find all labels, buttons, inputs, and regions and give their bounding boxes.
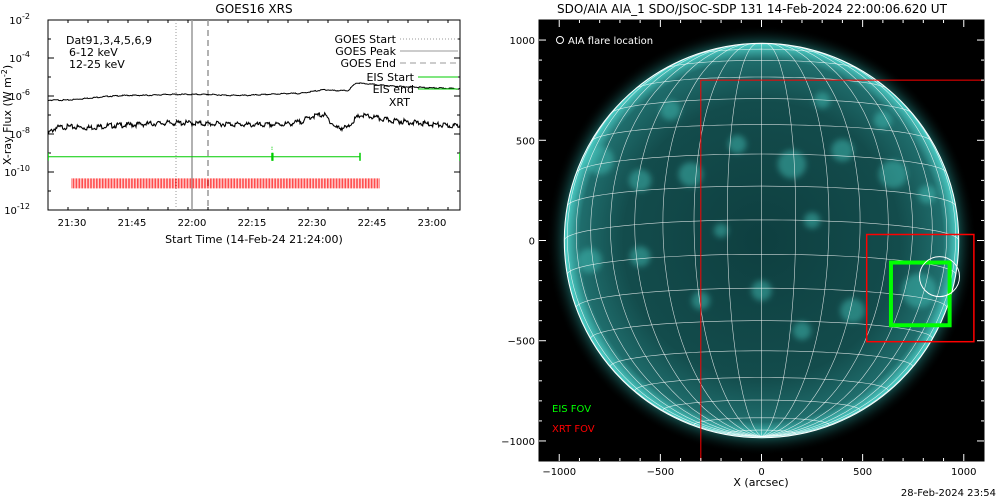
legend-eis-end: EIS end — [373, 83, 414, 96]
y-tick-label: 10-2 — [9, 12, 30, 27]
goes-x-axis: 21:30 21:45 22:00 22:15 22:30 22:45 23:00 — [47, 20, 449, 229]
legend-goes-peak: GOES Peak — [335, 45, 396, 58]
active-region — [629, 169, 652, 192]
heliographic-grid — [563, 42, 960, 439]
flare-legend-label: AIA flare location — [568, 36, 653, 47]
aia-panel: SDO/AIA AIA_1 SDO/JSOC-SDP 131 14-Feb-20… — [501, 2, 985, 489]
goes-event-lines — [175, 20, 209, 210]
grid-line — [761, 43, 861, 437]
series-line-6-12-kev — [48, 82, 460, 102]
y-tick-label: 10-8 — [9, 126, 30, 141]
solar-limb — [563, 42, 960, 439]
xrt-fov-large — [700, 79, 984, 461]
flare-legend-icon — [556, 36, 564, 44]
legend-goes-end: GOES End — [340, 57, 396, 70]
grid-line — [726, 43, 762, 437]
grid-line — [693, 43, 762, 437]
eis-raster-bar — [48, 146, 460, 161]
x-tick-label: 0 — [758, 467, 764, 478]
xrt-fov-label: XRT FOV — [552, 424, 595, 435]
active-region — [831, 139, 854, 162]
grid-line — [761, 44, 889, 437]
active-region — [713, 223, 729, 238]
y-tick-label: 10-4 — [9, 50, 30, 65]
y-tick-label: 0 — [529, 237, 535, 248]
aia-image — [546, 25, 984, 461]
eis-fov-label: EIS FOV — [552, 404, 591, 415]
xrt-fov-small — [865, 233, 975, 343]
x-tick-label: 21:30 — [58, 218, 87, 229]
y-tick-label: 10-12 — [4, 202, 30, 217]
x-tick-label: 1000 — [951, 467, 976, 478]
active-region — [728, 135, 747, 154]
x-tick-label: 21:45 — [118, 218, 147, 229]
y-tick-label: 500 — [516, 136, 535, 147]
active-region — [878, 160, 908, 189]
aia-x-label: X (arcsec) — [733, 476, 788, 489]
goes-y-axis: 10-12 10-10 10-8 10-6 10-4 10-2 — [4, 12, 460, 217]
active-region — [777, 150, 806, 179]
active-region — [630, 246, 651, 267]
series-line-12-25-kev — [48, 111, 460, 135]
legend-eis-start: EIS Start — [366, 71, 414, 84]
band-label-6-12: 6-12 keV — [69, 46, 118, 59]
x-tick-label: 23:00 — [418, 218, 447, 229]
x-tick-label: 22:15 — [238, 218, 267, 229]
grid-line — [566, 73, 762, 437]
y-tick-label: −500 — [508, 337, 535, 348]
grid-line — [575, 51, 762, 437]
x-tick-label: −500 — [647, 467, 674, 478]
goes-panel: GOES16 XRS 10-12 10-10 10-8 10-6 10-4 10-2 21… — [0, 2, 461, 246]
y-tick-label: 1000 — [510, 36, 535, 47]
x-tick-label: 22:45 — [358, 218, 387, 229]
x-tick-label: −1000 — [542, 467, 576, 478]
aia-x-axis: −1000 −500 0 500 1000 — [542, 20, 976, 478]
goes-x-label: Start Time (14-Feb-24 21:24:00) — [165, 233, 343, 246]
active-region — [873, 111, 892, 130]
grid-line — [610, 45, 762, 437]
grid-line — [761, 46, 933, 437]
y-tick-label: −1000 — [501, 437, 535, 448]
footer-timestamp: 28-Feb-2024 23:54 — [901, 488, 996, 499]
legend-xrt: XRT — [389, 96, 410, 109]
active-region — [918, 185, 937, 204]
grid-line — [761, 45, 913, 437]
aia-y-axis: −1000 −500 0 500 1000 — [501, 36, 984, 448]
active-region — [792, 321, 812, 340]
active-region — [577, 248, 602, 273]
band-label-12-25: 12-25 keV — [69, 58, 125, 71]
grid-line — [761, 43, 830, 437]
dat-label: Dat91,3,4,5,6,9 — [66, 34, 152, 47]
xrt-observation-ticks — [71, 178, 380, 189]
goes-legend: GOES Start GOES Peak GOES End EIS Start … — [335, 33, 458, 109]
grid-line — [761, 43, 797, 437]
active-region — [678, 162, 703, 187]
x-tick-label: 500 — [853, 467, 872, 478]
legend-goes-start: GOES Start — [335, 33, 397, 46]
aia-title: SDO/AIA AIA_1 SDO/JSOC-SDP 131 14-Feb-20… — [557, 2, 948, 16]
y-tick-label: 10-10 — [4, 164, 30, 179]
x-tick-label: 22:00 — [178, 218, 207, 229]
x-tick-label: 22:30 — [298, 218, 327, 229]
goes-y-label: X-ray Flux (W m-2) — [0, 65, 14, 165]
grid-line — [662, 43, 762, 437]
goes-series — [48, 82, 460, 135]
grid-line — [590, 46, 762, 437]
y-tick-label: 10-6 — [9, 88, 30, 103]
goes-title: GOES16 XRS — [215, 2, 292, 16]
active-region — [840, 298, 865, 323]
active-region — [660, 100, 681, 121]
flare-location-marker — [919, 256, 960, 298]
